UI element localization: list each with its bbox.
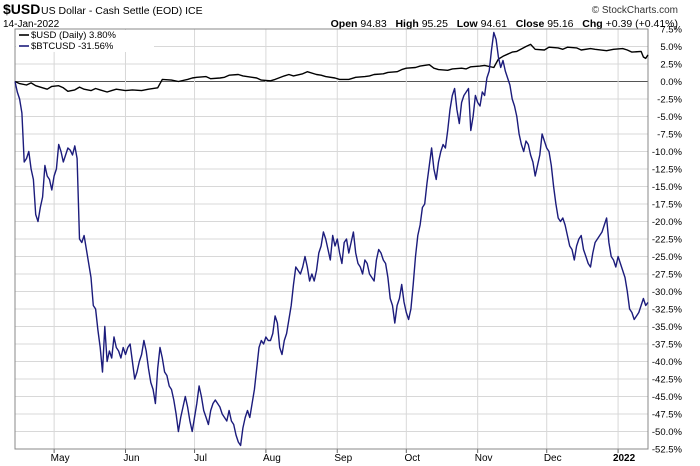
x-tick-label: Aug	[263, 453, 281, 464]
exchange-label: ICE	[185, 5, 203, 17]
y-tick-label: 7.5%	[660, 25, 682, 36]
y-tick-label: 0.0%	[660, 77, 682, 88]
y-tick-label: -45.0%	[652, 392, 683, 403]
chart-date: 14-Jan-2022	[3, 19, 60, 30]
y-tick-label: -22.5%	[652, 235, 683, 246]
chart-symbol: $USD	[3, 1, 41, 17]
x-tick-label: Sep	[334, 453, 352, 464]
x-tick-label: May	[51, 453, 70, 464]
chg-value: +0.39 (+0.41%)	[605, 18, 678, 30]
watermark: © StockCharts.com	[591, 5, 678, 16]
close-value: 95.16	[547, 18, 574, 30]
quote-summary: Open 94.83 High 95.25 Low 94.61 Close 95…	[331, 18, 678, 30]
x-tick-label: Oct	[405, 453, 421, 464]
chg-label: Chg	[582, 18, 603, 30]
x-tick-label: 2022	[613, 453, 636, 464]
x-tick-label: Jun	[123, 453, 139, 464]
y-tick-label: -25.0%	[652, 252, 683, 263]
x-tick-label: Jul	[194, 453, 207, 464]
y-tick-label: -15.0%	[652, 182, 683, 193]
legend-label: $BTCUSD -31.56%	[31, 41, 114, 52]
y-tick-label: -47.5%	[652, 410, 683, 421]
x-tick-label: Dec	[544, 453, 562, 464]
legend-box	[16, 30, 154, 52]
chart-description: US Dollar - Cash Settle (EOD) ICE	[41, 5, 203, 17]
open-label: Open	[330, 18, 358, 30]
y-tick-label: -37.5%	[652, 340, 683, 351]
high-label: High	[395, 18, 419, 30]
high-value: 95.25	[421, 18, 448, 30]
y-tick-label: -20.0%	[652, 217, 683, 228]
y-tick-label: -30.0%	[652, 287, 683, 298]
y-tick-label: -52.5%	[652, 445, 683, 456]
y-tick-label: 5.0%	[660, 42, 682, 53]
y-tick-label: -27.5%	[652, 270, 683, 281]
x-tick-label: Nov	[475, 453, 493, 464]
low-label: Low	[456, 18, 478, 30]
y-tick-label: -40.0%	[652, 357, 683, 368]
y-tick-label: -10.0%	[652, 147, 683, 158]
y-tick-label: -35.0%	[652, 322, 683, 333]
instrument-description: US Dollar - Cash Settle (EOD)	[41, 5, 183, 17]
y-tick-label: -32.5%	[652, 305, 683, 316]
y-tick-label: -50.0%	[652, 427, 683, 438]
close-label: Close	[515, 18, 545, 30]
y-tick-label: -42.5%	[652, 375, 683, 386]
y-tick-label: -12.5%	[652, 165, 683, 176]
open-value: 94.83	[360, 18, 387, 30]
series-line	[14, 31, 649, 447]
y-tick-label: -7.5%	[657, 130, 682, 141]
low-value: 94.61	[480, 18, 507, 30]
y-tick-label: -2.5%	[657, 95, 682, 106]
plot-frame	[14, 28, 649, 450]
legend-label: $USD (Daily) 3.80%	[31, 30, 117, 41]
y-tick-label: 2.5%	[660, 60, 682, 71]
y-tick-label: -5.0%	[657, 112, 682, 123]
series-line	[14, 43, 649, 93]
y-tick-label: -17.5%	[652, 200, 683, 211]
